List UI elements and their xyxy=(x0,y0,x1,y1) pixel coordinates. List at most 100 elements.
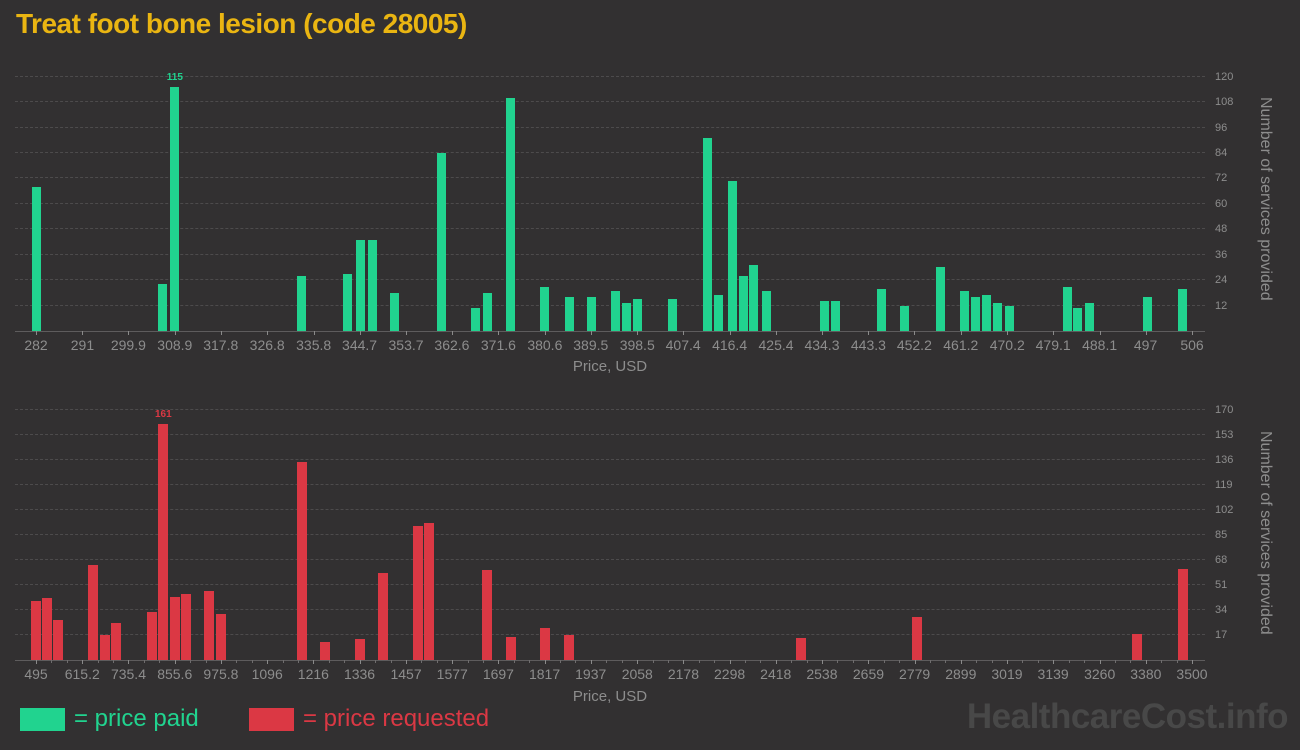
bar xyxy=(354,639,365,660)
bar xyxy=(355,239,365,331)
x-minor-tick-mark xyxy=(559,660,561,663)
x-tick-mark xyxy=(1192,331,1193,335)
x-minor-tick-mark xyxy=(467,660,469,663)
gridline xyxy=(15,559,1205,561)
x-minor-tick-mark xyxy=(1115,660,1117,663)
x-tick-label: 461.2 xyxy=(943,337,979,353)
x-minor-tick-mark xyxy=(97,660,99,663)
bar xyxy=(564,635,575,660)
bar xyxy=(1073,307,1083,331)
x-minor-tick-mark xyxy=(606,660,608,663)
x-tick-mark xyxy=(729,331,731,335)
gridline xyxy=(15,253,1205,255)
bar xyxy=(204,590,215,660)
x-tick-label: 362.6 xyxy=(434,337,470,353)
bar xyxy=(587,297,597,331)
legend-swatch-requested-icon xyxy=(249,707,294,731)
x-tick-label: 380.6 xyxy=(527,337,563,353)
x-tick-mark xyxy=(1006,660,1008,664)
x-minor-tick-mark xyxy=(1022,660,1024,663)
bar xyxy=(111,623,122,660)
y-tick-label: 120 xyxy=(1215,70,1234,83)
x-tick-label: 416.4 xyxy=(712,337,748,353)
x-tick-mark xyxy=(544,331,546,335)
x-tick-label: 2418 xyxy=(760,666,792,682)
bar xyxy=(982,294,992,331)
x-minor-tick-mark xyxy=(344,660,346,663)
bar xyxy=(170,87,180,331)
x-tick-mark xyxy=(82,331,84,335)
x-axis-title-requested: Price, USD xyxy=(572,688,648,705)
x-tick-mark xyxy=(821,660,823,664)
x-tick-label: 3019 xyxy=(991,666,1023,682)
bar xyxy=(53,620,64,660)
y-tick-label: 96 xyxy=(1215,121,1228,134)
x-tick-mark xyxy=(174,660,176,664)
x-tick-label: 299.9 xyxy=(110,337,146,353)
gridline xyxy=(15,304,1205,306)
bar xyxy=(424,523,435,660)
x-tick-label: 735.4 xyxy=(110,666,146,682)
legend-item-price-requested: = price requested xyxy=(249,705,489,733)
x-tick-label: 2538 xyxy=(806,666,838,682)
x-tick-mark xyxy=(359,660,361,664)
bar xyxy=(99,635,110,660)
gridline xyxy=(15,101,1205,103)
bar xyxy=(216,614,227,660)
x-tick-label: 1937 xyxy=(575,666,607,682)
y-tick-label: 68 xyxy=(1215,554,1228,567)
bar xyxy=(367,239,377,331)
x-tick-mark xyxy=(637,660,639,664)
x-minor-tick-mark xyxy=(513,660,515,663)
x-tick-label: 335.8 xyxy=(296,337,332,353)
y-tick-label: 153 xyxy=(1215,429,1234,442)
x-tick-mark xyxy=(914,660,916,664)
x-tick-mark xyxy=(498,660,500,664)
gridline xyxy=(15,459,1205,461)
x-minor-tick-mark xyxy=(113,660,115,663)
x-minor-tick-mark xyxy=(1068,660,1070,663)
y-tick-label: 84 xyxy=(1215,147,1228,159)
x-tick-label: 2298 xyxy=(714,666,746,682)
x-minor-tick-mark xyxy=(421,660,423,663)
bar xyxy=(900,305,910,331)
x-tick-mark xyxy=(498,331,500,335)
x-tick-label: 2899 xyxy=(945,666,977,682)
x-tick-label: 452.2 xyxy=(896,337,932,353)
bar xyxy=(727,180,737,331)
x-tick-label: 1697 xyxy=(482,666,514,682)
x-tick-mark xyxy=(960,331,962,335)
x-minor-tick-mark xyxy=(668,660,670,663)
x-minor-tick-mark xyxy=(375,660,377,663)
gridline xyxy=(15,484,1205,486)
x-tick-mark xyxy=(1053,660,1055,664)
bar xyxy=(31,601,41,660)
y-tick-label: 24 xyxy=(1215,274,1228,287)
x-tick-label: 2058 xyxy=(621,666,653,682)
bar xyxy=(1084,303,1094,331)
x-tick-mark xyxy=(36,660,37,664)
y-tick-label: 51 xyxy=(1215,579,1228,592)
x-tick-mark xyxy=(1099,331,1101,335)
y-axis-title-paid: Number of services provided xyxy=(1257,96,1274,301)
gridline xyxy=(15,202,1205,204)
bar xyxy=(761,290,771,331)
x-tick-label: 1457 xyxy=(390,666,422,682)
x-tick-mark xyxy=(406,660,408,664)
x-minor-tick-mark xyxy=(791,660,793,663)
bar xyxy=(1132,633,1143,660)
x-tick-label: 506 xyxy=(1180,337,1204,353)
x-minor-tick-mark xyxy=(328,660,330,663)
x-tick-mark xyxy=(451,331,453,335)
bar xyxy=(959,290,969,331)
x-tick-mark xyxy=(267,331,269,335)
x-minor-tick-mark xyxy=(297,660,299,663)
x-tick-mark xyxy=(914,331,916,335)
x-tick-label: 3260 xyxy=(1084,666,1116,682)
x-minor-tick-mark xyxy=(483,660,484,663)
gridline xyxy=(15,509,1205,511)
bar xyxy=(1004,305,1014,331)
y-tick-label: 85 xyxy=(1215,529,1228,542)
x-tick-mark xyxy=(1145,331,1147,335)
